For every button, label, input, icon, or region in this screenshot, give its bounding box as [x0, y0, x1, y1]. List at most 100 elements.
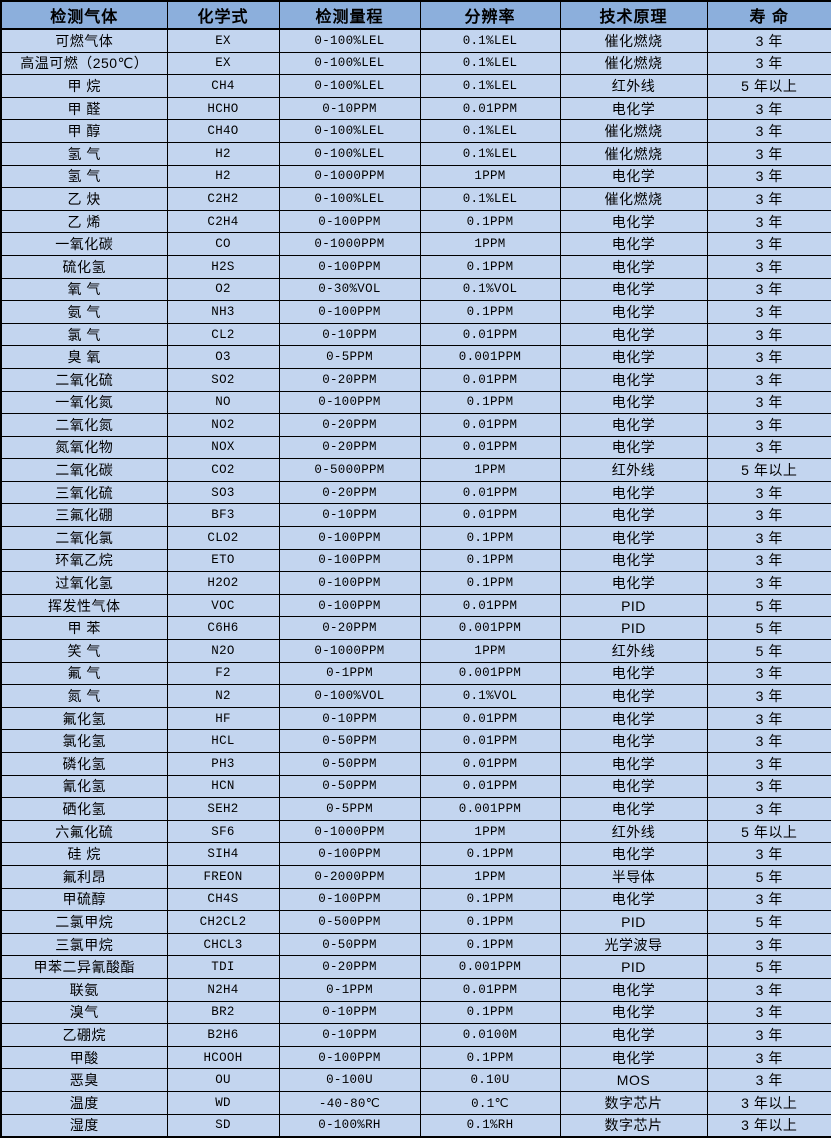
- cell-range: 0-100PPM: [278, 209, 421, 234]
- cell-formula: SO3: [166, 480, 280, 505]
- cell-gas: 二氧化硫: [0, 367, 168, 392]
- cell-range: 0-1000PPM: [278, 164, 421, 189]
- cell-gas: 一氧化氮: [0, 390, 168, 415]
- cell-life: 3 年: [706, 503, 831, 528]
- table-row: 氟利昂 FREON 0-2000PPM 1PPM 半导体 5 年: [0, 864, 831, 889]
- cell-resolution: 0.1%VOL: [419, 684, 561, 708]
- cell-gas: 高温可燃（250℃）: [0, 51, 168, 76]
- cell-range: 0-50PPM: [278, 774, 421, 799]
- table-row: 挥发性气体 VOC 0-100PPM 0.01PPM PID 5 年: [0, 593, 831, 618]
- cell-life: 5 年: [706, 639, 831, 663]
- cell-principle: 电化学: [559, 752, 708, 776]
- cell-gas: 挥发性气体: [0, 593, 168, 618]
- table-row: 氮氧化物 NOX 0-20PPM 0.01PPM 电化学 3 年: [0, 435, 831, 460]
- cell-principle: 电化学: [559, 277, 708, 302]
- cell-formula: NOX: [166, 435, 280, 460]
- cell-gas: 三氯甲烷: [0, 932, 168, 957]
- cell-gas: 甲苯二异氰酸酯: [0, 955, 168, 979]
- cell-resolution: 0.1PPM: [419, 548, 561, 573]
- cell-range: 0-50PPM: [278, 932, 421, 957]
- table-row: 磷化氢 PH3 0-50PPM 0.01PPM 电化学 3 年: [0, 752, 831, 776]
- cell-life: 3 年以上: [706, 1090, 831, 1115]
- cell-life: 3 年: [706, 51, 831, 76]
- table-row: 三氯甲烷 CHCL3 0-50PPM 0.1PPM 光学波导 3 年: [0, 932, 831, 957]
- table-row: 乙硼烷 B2H6 0-10PPM 0.0100M 电化学 3 年: [0, 1023, 831, 1047]
- table-row: 二氧化氮 NO2 0-20PPM 0.01PPM 电化学 3 年: [0, 413, 831, 437]
- cell-resolution: 0.001PPM: [419, 616, 561, 641]
- cell-resolution: 0.01PPM: [419, 774, 561, 799]
- cell-principle: 电化学: [559, 1000, 708, 1025]
- table-row: 一氧化碳 CO 0-1000PPM 1PPM 电化学 3 年: [0, 232, 831, 256]
- cell-gas: 氰化氢: [0, 774, 168, 799]
- cell-principle: PID: [559, 955, 708, 979]
- cell-formula: O3: [166, 345, 280, 369]
- cell-principle: PID: [559, 616, 708, 641]
- cell-range: 0-100U: [278, 1068, 421, 1092]
- table-row: 六氟化硫 SF6 0-1000PPM 1PPM 红外线 5 年以上: [0, 819, 831, 844]
- cell-range: 0-5PPM: [278, 797, 421, 821]
- cell-range: 0-100PPM: [278, 300, 421, 324]
- cell-formula: FREON: [166, 864, 280, 889]
- cell-formula: N2H4: [166, 977, 280, 1002]
- cell-formula: CH4: [166, 74, 280, 98]
- cell-range: 0-50PPM: [278, 729, 421, 753]
- cell-resolution: 0.1PPM: [419, 254, 561, 279]
- cell-gas: 笑 气: [0, 639, 168, 663]
- cell-formula: NO: [166, 390, 280, 415]
- cell-range: 0-100PPM: [278, 254, 421, 279]
- cell-resolution: 0.01PPM: [419, 322, 561, 347]
- table-row: 恶臭 OU 0-100U 0.10U MOS 3 年: [0, 1068, 831, 1092]
- cell-life: 3 年: [706, 977, 831, 1002]
- table-row: 二氧化碳 CO2 0-5000PPM 1PPM 红外线 5 年以上: [0, 458, 831, 482]
- cell-gas: 乙硼烷: [0, 1023, 168, 1047]
- cell-life: 3 年: [706, 571, 831, 595]
- cell-gas: 湿度: [0, 1113, 168, 1138]
- cell-range: 0-20PPM: [278, 413, 421, 437]
- cell-life: 5 年: [706, 910, 831, 934]
- cell-resolution: 0.1%LEL: [419, 187, 561, 211]
- cell-principle: 催化燃烧: [559, 119, 708, 143]
- cell-resolution: 0.01PPM: [419, 593, 561, 618]
- cell-gas: 氮 气: [0, 684, 168, 708]
- cell-formula: PH3: [166, 752, 280, 776]
- cell-range: 0-100%VOL: [278, 684, 421, 708]
- cell-resolution: 0.1PPM: [419, 910, 561, 934]
- cell-formula: SO2: [166, 367, 280, 392]
- table-header-row: 检测气体 化学式 检测量程 分辨率 技术原理 寿 命: [0, 0, 831, 30]
- table-row: 甲 醛 HCHO 0-10PPM 0.01PPM 电化学 3 年: [0, 96, 831, 121]
- cell-gas: 氟利昂: [0, 864, 168, 889]
- table-row: 氢 气 H2 0-1000PPM 1PPM 电化学 3 年: [0, 164, 831, 189]
- cell-gas: 甲 醇: [0, 119, 168, 143]
- cell-gas: 氧 气: [0, 277, 168, 302]
- cell-principle: 红外线: [559, 458, 708, 482]
- cell-principle: 电化学: [559, 232, 708, 256]
- cell-principle: 电化学: [559, 729, 708, 753]
- table-row: 二氧化氯 CLO2 0-100PPM 0.1PPM 电化学 3 年: [0, 526, 831, 550]
- table-row: 湿度 SD 0-100%RH 0.1%RH 数字芯片 3 年以上: [0, 1113, 831, 1138]
- cell-life: 3 年: [706, 322, 831, 347]
- cell-life: 3 年: [706, 797, 831, 821]
- cell-life: 3 年: [706, 752, 831, 776]
- cell-formula: VOC: [166, 593, 280, 618]
- table-row: 氧 气 O2 0-30%VOL 0.1%VOL 电化学 3 年: [0, 277, 831, 302]
- cell-range: 0-50PPM: [278, 752, 421, 776]
- cell-principle: 电化学: [559, 503, 708, 528]
- cell-life: 5 年以上: [706, 819, 831, 844]
- cell-life: 3 年: [706, 1000, 831, 1025]
- table-row: 高温可燃（250℃） EX 0-100%LEL 0.1%LEL 催化燃烧 3 年: [0, 51, 831, 76]
- cell-resolution: 0.10U: [419, 1068, 561, 1092]
- table-row: 氰化氢 HCN 0-50PPM 0.01PPM 电化学 3 年: [0, 774, 831, 799]
- cell-range: 0-10PPM: [278, 706, 421, 731]
- cell-gas: 二氯甲烷: [0, 910, 168, 934]
- cell-life: 3 年: [706, 413, 831, 437]
- cell-range: 0-5000PPM: [278, 458, 421, 482]
- cell-principle: 电化学: [559, 774, 708, 799]
- table-body: 可燃气体 EX 0-100%LEL 0.1%LEL 催化燃烧 3 年高温可燃（250℃） E…: [0, 28, 831, 1138]
- cell-formula: N2: [166, 684, 280, 708]
- cell-life: 5 年: [706, 955, 831, 979]
- cell-range: 0-1000PPM: [278, 819, 421, 844]
- cell-life: 3 年: [706, 1068, 831, 1092]
- cell-range: 0-30%VOL: [278, 277, 421, 302]
- cell-resolution: 1PPM: [419, 458, 561, 482]
- cell-principle: 电化学: [559, 96, 708, 121]
